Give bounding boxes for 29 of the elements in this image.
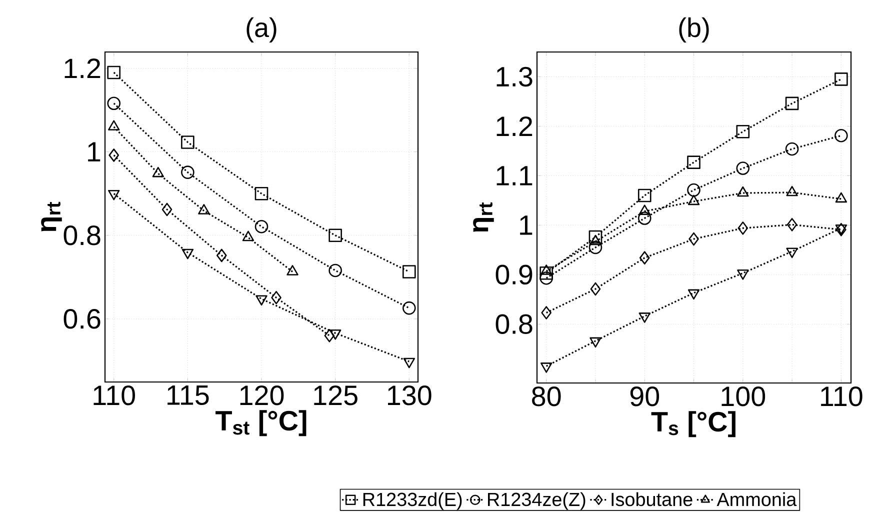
x-tick-label: 130 <box>388 386 432 406</box>
chart-title: (b) <box>679 17 709 43</box>
chart-title: (a) <box>246 17 276 43</box>
y-tick-label: 0.8 <box>496 314 532 334</box>
x-tick-label: 110 <box>821 386 862 406</box>
x-tick-label: 90 <box>630 386 660 406</box>
x-tick-label: 115 <box>168 386 209 405</box>
x-tick-label: 110 <box>94 386 135 406</box>
legend-label: R1233zd(E) <box>363 492 462 510</box>
x-tick-label: 80 <box>532 386 561 406</box>
y-tick-label: 0.6 <box>64 309 100 329</box>
y-axis-title: η$_{rt}$ <box>41 202 62 232</box>
y-tick-label: 1.1 <box>496 166 532 186</box>
y-tick-label: 1.2 <box>64 58 100 78</box>
y-tick-label: 0.8 <box>64 226 100 246</box>
y-tick-label: 0.9 <box>496 264 532 285</box>
y-axis-title: η$_{rt}$ <box>473 202 494 232</box>
x-tick-label: 125 <box>314 386 358 406</box>
y-tick-label: 1 <box>88 142 100 162</box>
legend-label: R1234ze(Z) <box>488 492 586 510</box>
x-axis-title: T$_{s}$ [°C] <box>651 411 736 438</box>
y-tick-label: 1.3 <box>496 66 532 87</box>
x-axis-title: T$_{st}$ [°C] <box>216 410 306 436</box>
x-tick-label: 100 <box>722 386 766 406</box>
y-tick-label: 1 <box>520 216 532 235</box>
legend-label: Isobutane <box>612 492 692 506</box>
y-tick-label: 1.2 <box>496 116 532 136</box>
legend-label: Ammonia <box>716 492 797 506</box>
x-tick-label: 120 <box>240 386 284 406</box>
